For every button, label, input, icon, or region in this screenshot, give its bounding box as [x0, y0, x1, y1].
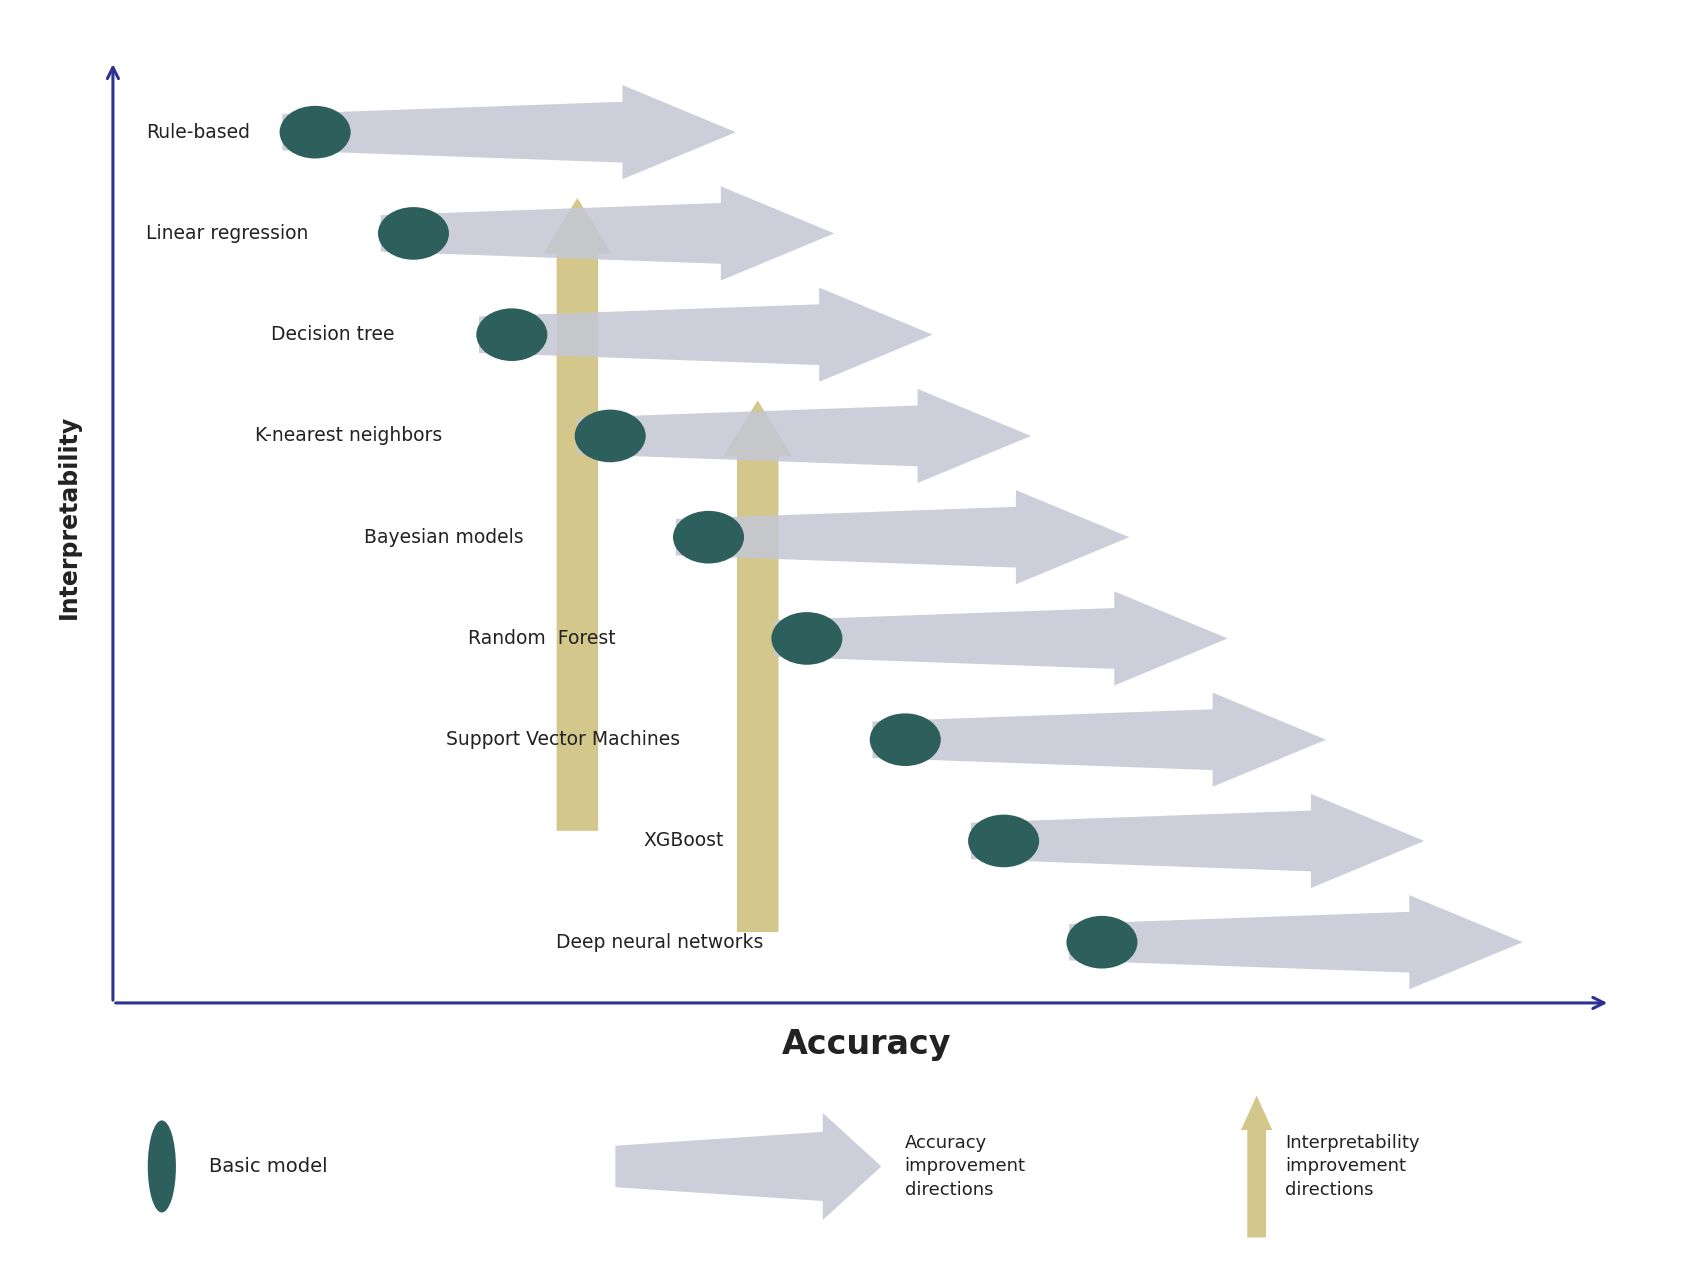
- Ellipse shape: [476, 308, 547, 361]
- Text: Accuracy: Accuracy: [782, 1028, 952, 1062]
- Polygon shape: [615, 1113, 881, 1220]
- Polygon shape: [542, 198, 612, 831]
- Polygon shape: [722, 400, 792, 932]
- Text: Basic model: Basic model: [209, 1157, 328, 1175]
- Text: Rule-based: Rule-based: [146, 123, 250, 142]
- Ellipse shape: [279, 106, 350, 159]
- Polygon shape: [282, 86, 736, 179]
- Polygon shape: [675, 490, 1129, 585]
- Polygon shape: [872, 693, 1326, 787]
- Polygon shape: [479, 288, 933, 381]
- Ellipse shape: [870, 714, 940, 766]
- Text: Support Vector Machines: Support Vector Machines: [445, 730, 680, 749]
- Polygon shape: [1241, 1095, 1272, 1238]
- Polygon shape: [971, 794, 1425, 888]
- Text: XGBoost: XGBoost: [643, 831, 722, 851]
- Ellipse shape: [575, 409, 646, 462]
- Text: Bayesian models: Bayesian models: [364, 528, 524, 546]
- Text: Random  Forest: Random Forest: [468, 629, 615, 648]
- Ellipse shape: [772, 613, 843, 665]
- Ellipse shape: [967, 815, 1039, 867]
- Ellipse shape: [377, 207, 449, 260]
- Text: K-nearest neighbors: K-nearest neighbors: [255, 426, 442, 445]
- Text: Interpretability: Interpretability: [58, 414, 82, 619]
- Text: Linear regression: Linear regression: [146, 224, 308, 243]
- Polygon shape: [774, 591, 1227, 686]
- Text: Decision tree: Decision tree: [272, 325, 394, 344]
- Text: Accuracy
improvement
directions: Accuracy improvement directions: [904, 1134, 1025, 1198]
- Text: Deep neural networks: Deep neural networks: [556, 932, 763, 952]
- Polygon shape: [578, 389, 1030, 483]
- Text: Interpretability
improvement
directions: Interpretability improvement directions: [1285, 1134, 1420, 1198]
- Polygon shape: [1069, 895, 1523, 989]
- Polygon shape: [381, 187, 835, 280]
- Ellipse shape: [673, 510, 745, 564]
- Ellipse shape: [148, 1120, 175, 1212]
- Ellipse shape: [1066, 916, 1137, 968]
